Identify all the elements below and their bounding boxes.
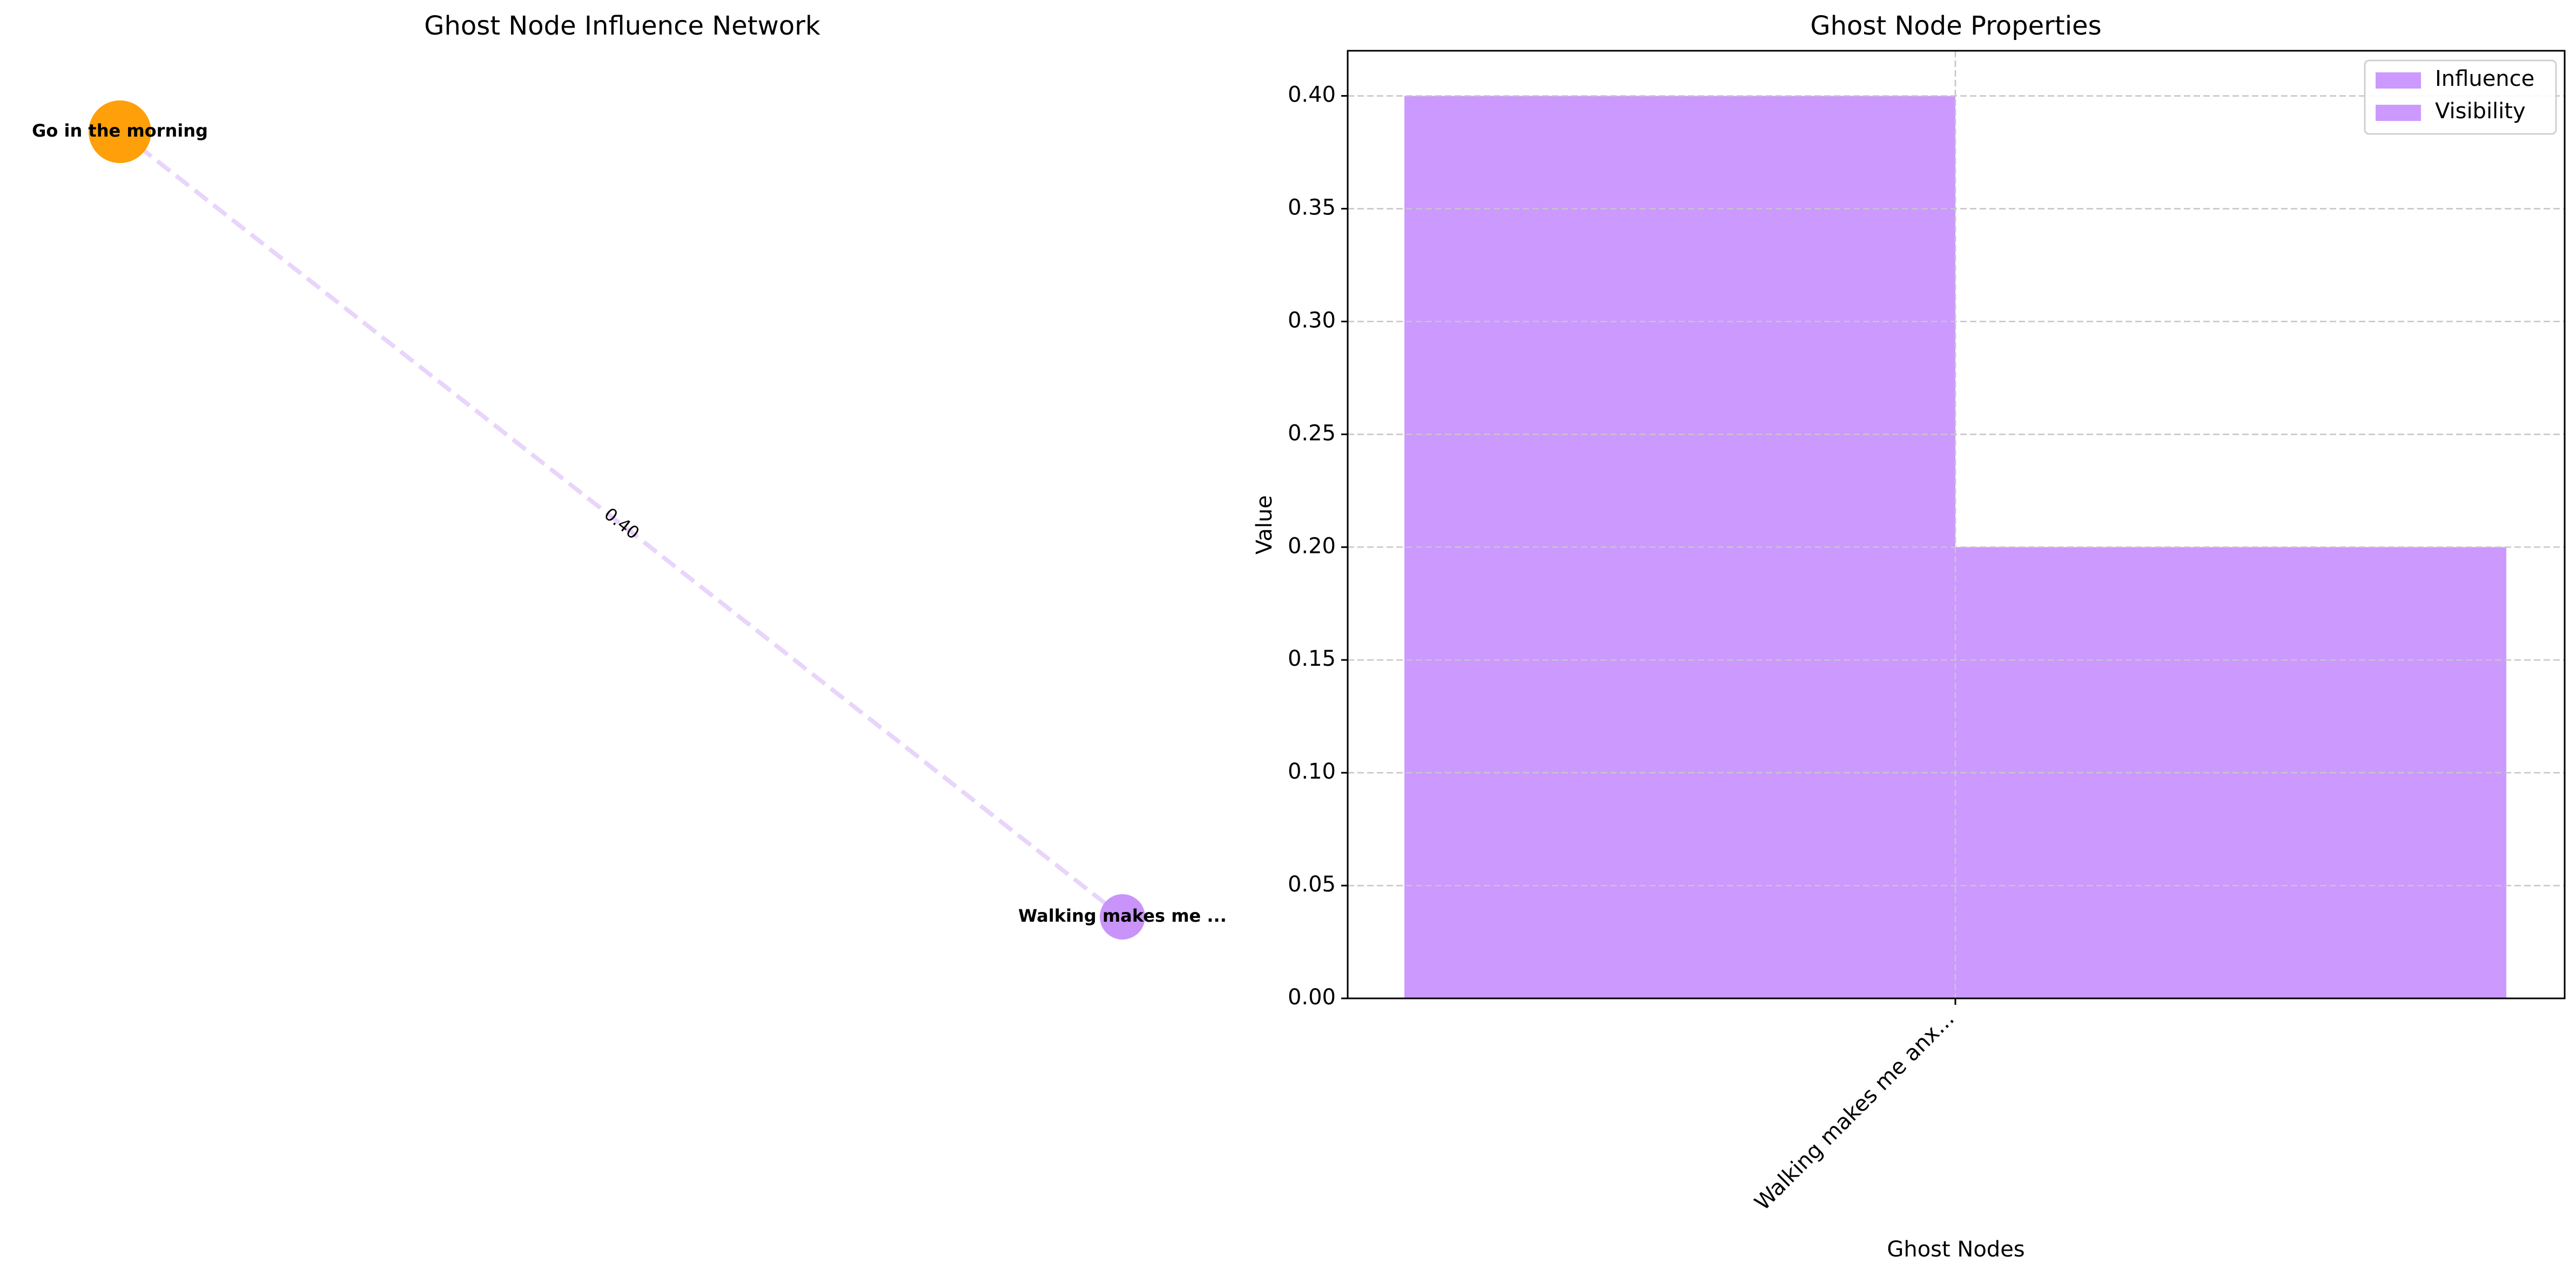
y-tick-label: 0.40: [1288, 83, 1336, 107]
legend-swatch: [2376, 72, 2421, 89]
y-tick-label: 0.25: [1288, 421, 1336, 445]
bar-chart-panel: Ghost Node Properties 0.000.050.100.150.…: [1252, 11, 2566, 1262]
y-tick-label: 0.05: [1288, 872, 1336, 897]
legend: Influence Visibility: [2364, 59, 2557, 135]
network-node: [1100, 894, 1145, 940]
y-tick-label: 0.10: [1288, 759, 1336, 784]
y-tick-label: 0.00: [1288, 985, 1336, 1010]
y-ticks: 0.00 0.05 0.10 0.15 0.20 0.25 0.30 0.35 0.40: [1288, 83, 1348, 1010]
legend-swatch: [2376, 105, 2421, 121]
x-ticks: Walking makes me anx...: [1750, 998, 1959, 1215]
bars: [1348, 51, 2565, 999]
node-label: Walking makes me ...: [1018, 906, 1227, 926]
y-axis-label: Value: [1252, 495, 1277, 555]
network-title: Ghost Node Influence Network: [424, 11, 820, 41]
x-axis-label: Ghost Nodes: [1887, 1237, 2025, 1262]
legend-label: Influence: [2435, 66, 2534, 91]
node-label: Go in the morning: [32, 120, 208, 141]
plot-frame: [1347, 50, 2566, 999]
y-tick-label: 0.20: [1288, 533, 1336, 558]
y-tick-label: 0.15: [1288, 646, 1336, 671]
network-nodes: Go in the morning Walking makes me ...: [32, 100, 1227, 940]
network-panel: Ghost Node Influence Network 0.40 Go in …: [32, 11, 1227, 940]
y-tick-label: 0.35: [1288, 195, 1336, 220]
network-node: [89, 100, 151, 163]
y-tick-label: 0.30: [1288, 308, 1336, 333]
network-edges: 0.40: [118, 130, 1124, 919]
bar-chart-title: Ghost Node Properties: [1810, 11, 2101, 41]
x-tick-label: Walking makes me anx...: [1750, 1006, 1959, 1215]
bar-visibility: [1955, 547, 2506, 998]
legend-label: Visibility: [2435, 99, 2526, 124]
network-edge: [118, 130, 1124, 919]
